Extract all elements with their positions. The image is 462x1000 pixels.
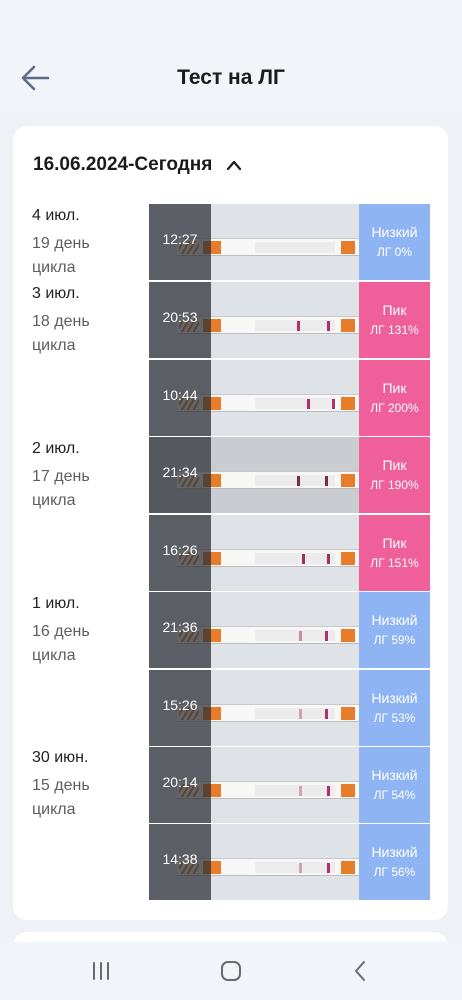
lh-level: Низкий <box>371 224 418 240</box>
test-strip-photo: 21:36 <box>149 592 359 668</box>
test-strip-photo: 12:27 <box>149 204 359 280</box>
test-strip-photo: 14:38 <box>149 824 359 900</box>
day-group: 4 июл. 19 день цикла <box>32 204 152 280</box>
test-row[interactable]: 20:53 Пик ЛГ 131% <box>149 282 430 358</box>
test-row[interactable]: 21:36 Низкий ЛГ 59% <box>149 592 430 668</box>
lh-percent: ЛГ 0% <box>376 245 413 259</box>
lh-level-badge: Низкий ЛГ 53% <box>359 670 430 746</box>
lh-level: Пик <box>382 457 407 473</box>
day-date: 1 июл. <box>32 595 80 612</box>
lh-level-badge: Низкий ЛГ 0% <box>359 204 430 280</box>
test-row[interactable]: 12:27 Низкий ЛГ 0% <box>149 204 430 280</box>
lh-level-badge: Пик ЛГ 190% <box>359 437 430 513</box>
day-date: 30 июн. <box>32 749 89 766</box>
system-nav-bar <box>0 942 462 1000</box>
lh-level: Низкий <box>371 767 418 783</box>
test-row[interactable]: 10:44 Пик ЛГ 200% <box>149 360 430 436</box>
lh-level-badge: Низкий ЛГ 56% <box>359 824 430 900</box>
test-row[interactable]: 20:14 Низкий ЛГ 54% <box>149 747 430 823</box>
cycle-day: 18 день цикла <box>32 313 90 354</box>
lh-level: Низкий <box>371 690 418 706</box>
cycle-day: 19 день цикла <box>32 235 90 276</box>
lh-percent: ЛГ 53% <box>373 711 416 725</box>
lh-level: Низкий <box>371 844 418 860</box>
day-group: 3 июл. 18 день цикла <box>32 282 152 358</box>
date-range-label: 16.06.2024-Сегодня <box>33 154 213 175</box>
home-button[interactable] <box>216 956 246 986</box>
test-row[interactable]: 15:26 Низкий ЛГ 53% <box>149 670 430 746</box>
cycle-day: 16 день цикла <box>32 623 90 664</box>
lh-percent: ЛГ 54% <box>373 788 416 802</box>
test-time: 21:34 <box>162 464 198 480</box>
day-date: 4 июл. <box>32 207 80 224</box>
lh-level-badge: Низкий ЛГ 59% <box>359 592 430 668</box>
test-row[interactable]: 16:26 Пик ЛГ 151% <box>149 515 430 591</box>
test-strip-photo: 21:34 <box>149 437 359 513</box>
test-time: 20:53 <box>162 309 198 325</box>
lh-percent: ЛГ 59% <box>373 633 416 647</box>
nav-back-icon <box>355 961 365 981</box>
test-time: 16:26 <box>162 542 198 558</box>
test-strip-photo: 10:44 <box>149 360 359 436</box>
lh-percent: ЛГ 56% <box>373 865 416 879</box>
lh-percent: ЛГ 131% <box>370 323 419 337</box>
lh-level: Пик <box>382 380 407 396</box>
day-date: 3 июл. <box>32 285 80 302</box>
lh-level-badge: Пик ЛГ 200% <box>359 360 430 436</box>
day-date: 2 июл. <box>32 440 80 457</box>
day-group: 1 июл. 16 день цикла <box>32 592 152 668</box>
date-range-toggle[interactable]: 16.06.2024-Сегодня <box>33 154 242 176</box>
test-time: 15:26 <box>162 697 198 713</box>
test-time: 14:38 <box>162 851 198 867</box>
lh-level: Пик <box>382 302 407 318</box>
tests-card: 16.06.2024-Сегодня 4 июл. 19 день цикла … <box>13 126 448 920</box>
chevron-up-icon <box>227 160 242 171</box>
home-icon <box>221 961 241 981</box>
day-group: 2 июл. 17 день цикла <box>32 437 152 513</box>
cycle-day: 15 день цикла <box>32 777 90 818</box>
app-header: Тест на ЛГ <box>0 0 462 112</box>
lh-percent: ЛГ 190% <box>370 478 419 492</box>
recents-icon <box>93 962 109 980</box>
back-button[interactable] <box>18 60 54 96</box>
arrow-left-icon <box>21 65 50 91</box>
day-group: 30 июн. 15 день цикла <box>32 746 152 822</box>
test-strip-photo: 15:26 <box>149 670 359 746</box>
test-row[interactable]: 21:34 Пик ЛГ 190% <box>149 437 430 513</box>
test-strip-photo: 20:14 <box>149 747 359 823</box>
lh-level: Пик <box>382 535 407 551</box>
test-time: 20:14 <box>162 774 198 790</box>
lh-percent: ЛГ 200% <box>370 401 419 415</box>
page-title: Тест на ЛГ <box>177 66 285 89</box>
test-time: 21:36 <box>162 619 198 635</box>
cycle-day: 17 день цикла <box>32 468 90 509</box>
test-time: 12:27 <box>162 231 198 247</box>
lh-level-badge: Пик ЛГ 131% <box>359 282 430 358</box>
test-strip-photo: 16:26 <box>149 515 359 591</box>
test-strip-photo: 20:53 <box>149 282 359 358</box>
lh-level-badge: Пик ЛГ 151% <box>359 515 430 591</box>
lh-level-badge: Низкий ЛГ 54% <box>359 747 430 823</box>
test-row[interactable]: 14:38 Низкий ЛГ 56% <box>149 824 430 900</box>
nav-back-button[interactable] <box>346 956 376 986</box>
test-time: 10:44 <box>162 387 198 403</box>
recents-button[interactable] <box>86 956 116 986</box>
lh-level: Низкий <box>371 612 418 628</box>
lh-percent: ЛГ 151% <box>370 556 419 570</box>
